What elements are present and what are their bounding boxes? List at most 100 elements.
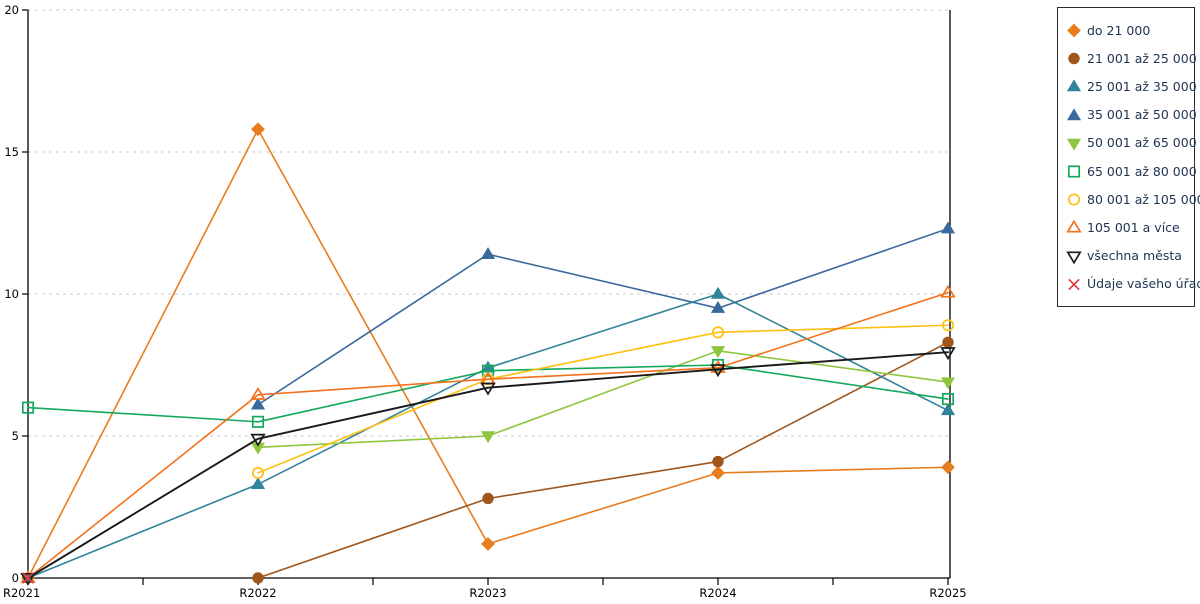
data-point [252, 572, 264, 584]
x-tick-label: R2021 [3, 586, 40, 600]
data-point [251, 466, 265, 479]
series-line-8 [257, 386, 489, 440]
legend-item-label: 50 001 až 65 000 [1087, 135, 1197, 151]
x-icon [1068, 278, 1080, 291]
data-point [710, 286, 726, 299]
x-tick-label: R2024 [699, 586, 736, 600]
data-point [940, 347, 956, 361]
legend-item-label: 105 001 a více [1087, 219, 1180, 235]
series-line-3 [257, 253, 489, 406]
data-point [711, 466, 725, 480]
series-line-2 [27, 483, 259, 579]
y-tick-label: 10 [4, 287, 19, 301]
legend-item-8: všechna města [1066, 242, 1188, 270]
series-line-7 [257, 378, 489, 396]
legend-item-label: 65 001 až 80 000 [1087, 163, 1197, 179]
series-line-2 [487, 293, 719, 369]
series-line-1 [717, 341, 949, 463]
chart-container: 0 5 10 15 20 R2021 R2022 R2023 R2024 R2025 [3, 3, 967, 600]
square-icon [1067, 165, 1081, 178]
legend-item-0: do 21 000 [1066, 16, 1188, 44]
legend-item-9: Údaje vašeho úřadu [1066, 270, 1200, 298]
circle-icon [1067, 193, 1081, 206]
series-line-7 [27, 394, 259, 579]
legend-item-label: 35 001 až 50 000 [1087, 107, 1197, 123]
data-point [480, 382, 496, 396]
data-point [250, 477, 266, 489]
legend-item-label: 25 001 až 35 000 [1087, 78, 1197, 94]
data-point [710, 346, 726, 358]
series-line-6 [257, 378, 489, 474]
data-point [481, 537, 495, 551]
diamond-icon [1067, 23, 1081, 38]
series-line-5 [257, 369, 489, 423]
triangle-down-icon [1066, 138, 1082, 151]
series-line-6 [487, 331, 719, 381]
series-line-0 [257, 128, 489, 545]
x-tick-label: R2025 [929, 586, 966, 600]
series-line-1 [257, 497, 489, 579]
data-point [22, 572, 34, 584]
legend-item-5: 65 001 až 80 000 [1066, 157, 1197, 185]
legend-item-1: 21 001 až 25 000 [1066, 44, 1197, 72]
triangle-up-icon [1066, 79, 1082, 92]
legend-item-label: 21 001 až 25 000 [1087, 50, 1197, 66]
y-tick-label: 0 [12, 571, 19, 585]
data-point [940, 221, 956, 234]
data-point [250, 397, 266, 410]
data-point [941, 393, 955, 406]
data-point [480, 431, 496, 444]
data-point [710, 301, 726, 313]
data-point [942, 336, 954, 348]
series-line-0 [487, 472, 719, 545]
triangle-down-icon [1066, 251, 1082, 264]
triangle-up-icon [1066, 107, 1082, 120]
diamond-icon [1067, 23, 1081, 38]
circle-icon [1067, 193, 1081, 206]
data-point [481, 364, 495, 377]
data-point [480, 247, 496, 259]
legend-item-2: 25 001 až 35 000 [1066, 72, 1197, 100]
data-point [941, 460, 955, 475]
triangle-up-icon [1066, 79, 1082, 92]
legend-item-label: 80 001 až 105 000 [1087, 191, 1200, 207]
circle-icon [1068, 53, 1080, 65]
legend-item-4: 50 001 až 65 000 [1066, 129, 1197, 157]
data-point [940, 403, 956, 416]
square-icon [1067, 165, 1081, 178]
triangle-up-icon [1066, 220, 1082, 233]
legend-item-6: 80 001 až 105 000 [1066, 185, 1200, 213]
series-line-8 [487, 368, 719, 389]
y-tick-label: 20 [4, 3, 19, 17]
data-point [21, 401, 35, 414]
data-point [251, 415, 265, 428]
legend-item-label: všechna města [1087, 248, 1182, 264]
x-tick-label: R2023 [469, 586, 506, 600]
legend-item-label: do 21 000 [1087, 22, 1151, 38]
series-line-5 [487, 364, 719, 372]
series-line-4 [487, 349, 719, 437]
triangle-up-icon [1066, 107, 1082, 120]
triangle-down-icon [1066, 251, 1082, 264]
series-line-2 [717, 293, 949, 412]
data-point [712, 455, 724, 468]
x-icon [1068, 278, 1080, 291]
series-line-6 [717, 324, 949, 334]
series-line-7 [487, 367, 719, 381]
data-point [940, 377, 956, 390]
series-line-4 [257, 435, 489, 449]
series-line-8 [717, 351, 949, 371]
x-tick-label: R2022 [239, 586, 276, 600]
series-line-5 [717, 364, 949, 400]
data-point [482, 492, 494, 505]
triangle-down-icon [1066, 138, 1082, 151]
data-point [250, 386, 266, 400]
series-line-3 [487, 253, 719, 310]
line-chart: 0 5 10 15 20 R2021 R2022 R2023 R2024 R2025 [3, 3, 967, 600]
series-line-7 [717, 291, 949, 369]
series-line-5 [27, 406, 259, 423]
series-line-8 [27, 437, 259, 579]
series-line-3 [717, 227, 949, 310]
data-point [20, 572, 36, 586]
y-tick-label: 15 [4, 145, 19, 159]
